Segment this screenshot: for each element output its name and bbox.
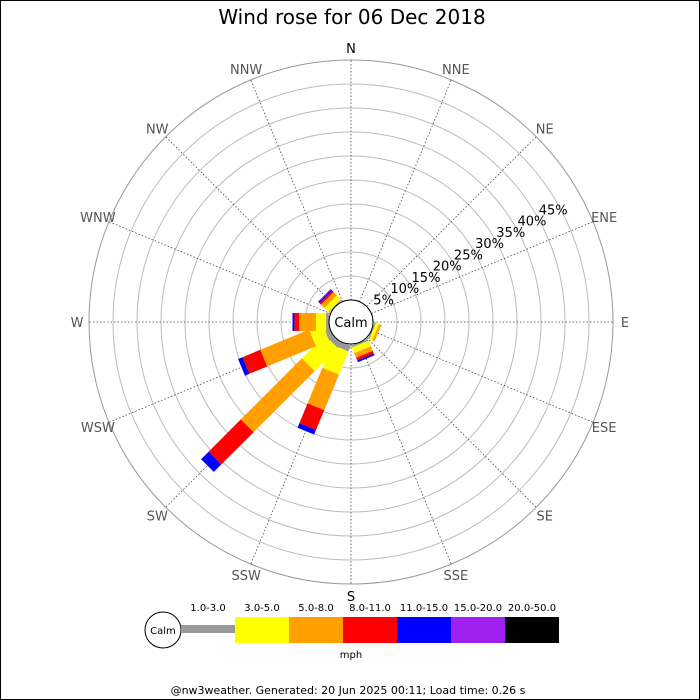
- ring-label-20: 20%: [433, 260, 462, 275]
- direction-label-wsw: WSW: [81, 421, 115, 436]
- legend-swatch-5.0-8.0: [289, 617, 343, 643]
- calm-label: Calm: [334, 316, 367, 331]
- grid-ring: [280, 251, 422, 393]
- legend-swatch-1.0-3.0: [181, 625, 235, 633]
- bar-nw-5.0-8.0: [320, 291, 338, 309]
- bar-w-3.0-5.0: [316, 313, 327, 331]
- bar-nw-11.0-15.0: [318, 289, 333, 304]
- direction-label-ssw: SSW: [231, 569, 261, 584]
- bar-wsw-11.0-15.0: [238, 357, 250, 376]
- bar-w-5.0-8.0: [299, 313, 316, 331]
- direction-label-nne: NNE: [442, 63, 470, 78]
- legend-swatch-3.0-5.0: [235, 617, 289, 643]
- bar-nw-15.0-20.0: [317, 288, 332, 303]
- legend-label-8.0-11.0: 8.0-11.0: [349, 603, 391, 614]
- speed-legend: Calm 1.0-3.0 3.0-5.0 5.0-8.0 8.0-11.0 11.0-1…: [144, 603, 559, 661]
- ring-label-5: 5%: [373, 293, 394, 308]
- wind-bars: [201, 288, 382, 472]
- bar-wsw-5.0-8.0: [260, 329, 316, 367]
- outer-ring: [88, 59, 614, 585]
- direction-label-se: SE: [537, 510, 553, 525]
- legend-label-5.0-8.0: 5.0-8.0: [298, 603, 333, 614]
- ring-label-40: 40%: [517, 215, 546, 230]
- bar-ssw-11.0-15.0: [297, 423, 316, 435]
- spoke-nw: [165, 136, 336, 307]
- bar-ese-5.0-8.0: [372, 323, 382, 342]
- direction-label-ene: ENE: [591, 211, 617, 226]
- calm-center: Calm: [328, 299, 374, 345]
- bar-w-8.0-11.0: [294, 313, 300, 331]
- bar-ssw-5.0-8.0: [307, 367, 339, 411]
- ring-percent-labels: 5%10%15%20%25%30%35%40%45%: [373, 203, 567, 308]
- bar-ese-3.0-5.0: [369, 322, 380, 341]
- spoke-wnw: [108, 221, 331, 314]
- bar-sse-11.0-15.0: [357, 353, 375, 363]
- legend-swatch-15.0-20.0: [451, 617, 505, 643]
- ring-label-10: 10%: [390, 282, 419, 297]
- direction-label-w: W: [71, 316, 84, 331]
- legend-label-11.0-15.0: 11.0-15.0: [400, 603, 448, 614]
- legend-swatches: 1.0-3.0 3.0-5.0 5.0-8.0 8.0-11.0 11.0-15.0 15…: [181, 603, 559, 643]
- bar-sse-1.0-3.0: [351, 338, 369, 348]
- bar-nw-8.0-11.0: [319, 290, 334, 305]
- direction-labels: N NNE NE ENE E ESE SE SSE S SSW SW WSW W WNW NW NNW: [71, 42, 630, 605]
- spoke-ne: [366, 136, 537, 307]
- direction-label-e: E: [621, 316, 629, 331]
- ring-label-15: 15%: [412, 271, 441, 286]
- direction-label-s: S: [347, 590, 355, 605]
- direction-label-nnw: NNW: [230, 63, 262, 78]
- bar-w-11.0-15.0: [292, 313, 295, 331]
- grid-ring: [112, 83, 590, 561]
- bar-w-1.0-3.0: [326, 313, 329, 331]
- legend-calm-label: Calm: [150, 626, 176, 637]
- legend-swatch-8.0-11.0: [343, 617, 397, 643]
- legend-label-1.0-3.0: 1.0-3.0: [190, 603, 225, 614]
- bar-sw-5.0-8.0: [240, 358, 315, 433]
- direction-label-ne: NE: [536, 122, 554, 137]
- direction-label-ese: ESE: [592, 421, 617, 436]
- spoke-se: [366, 337, 537, 508]
- legend-label-3.0-5.0: 3.0-5.0: [244, 603, 279, 614]
- ring-label-25: 25%: [454, 248, 483, 263]
- bar-sse-5.0-8.0: [354, 346, 373, 358]
- legend-label-20.0-50.0: 20.0-50.0: [508, 603, 556, 614]
- legend-label-15.0-20.0: 15.0-20.0: [454, 603, 502, 614]
- bar-sw-3.0-5.0: [301, 335, 338, 372]
- direction-spokes: [89, 60, 613, 584]
- direction-label-wnw: WNW: [80, 211, 116, 226]
- spoke-nnw: [250, 79, 343, 302]
- bar-sse-8.0-11.0: [356, 350, 374, 361]
- legend-swatch-20.0-50.0: [505, 617, 559, 643]
- legend-swatch-11.0-15.0: [397, 617, 451, 643]
- direction-label-sw: SW: [147, 510, 168, 525]
- bar-sw-11.0-15.0: [201, 451, 222, 472]
- direction-label-sse: SSE: [443, 569, 468, 584]
- direction-label-nw: NW: [146, 122, 169, 137]
- spoke-nne: [359, 79, 452, 302]
- bar-sw-8.0-11.0: [208, 419, 254, 465]
- bar-wsw-8.0-11.0: [242, 349, 268, 374]
- ring-label-35: 35%: [496, 226, 525, 241]
- bar-sse-3.0-5.0: [351, 340, 371, 354]
- spoke-ene: [371, 221, 594, 314]
- grid-ring: [136, 107, 566, 537]
- bar-ssw-8.0-11.0: [299, 403, 325, 430]
- bar-nw-3.0-5.0: [324, 295, 342, 313]
- legend-unit-label: mph: [340, 650, 362, 661]
- spoke-sse: [359, 342, 452, 565]
- spoke-ese: [371, 330, 594, 423]
- ring-label-45: 45%: [539, 203, 568, 218]
- ring-label-30: 30%: [475, 237, 504, 252]
- footer-text: @nw3weather. Generated: 20 Jun 2025 00:1…: [171, 684, 526, 697]
- bar-ese-1.0-3.0: [367, 322, 377, 340]
- chart-title: Wind rose for 06 Dec 2018: [218, 5, 485, 29]
- grid-ring: [256, 227, 446, 417]
- direction-label-n: N: [346, 42, 356, 57]
